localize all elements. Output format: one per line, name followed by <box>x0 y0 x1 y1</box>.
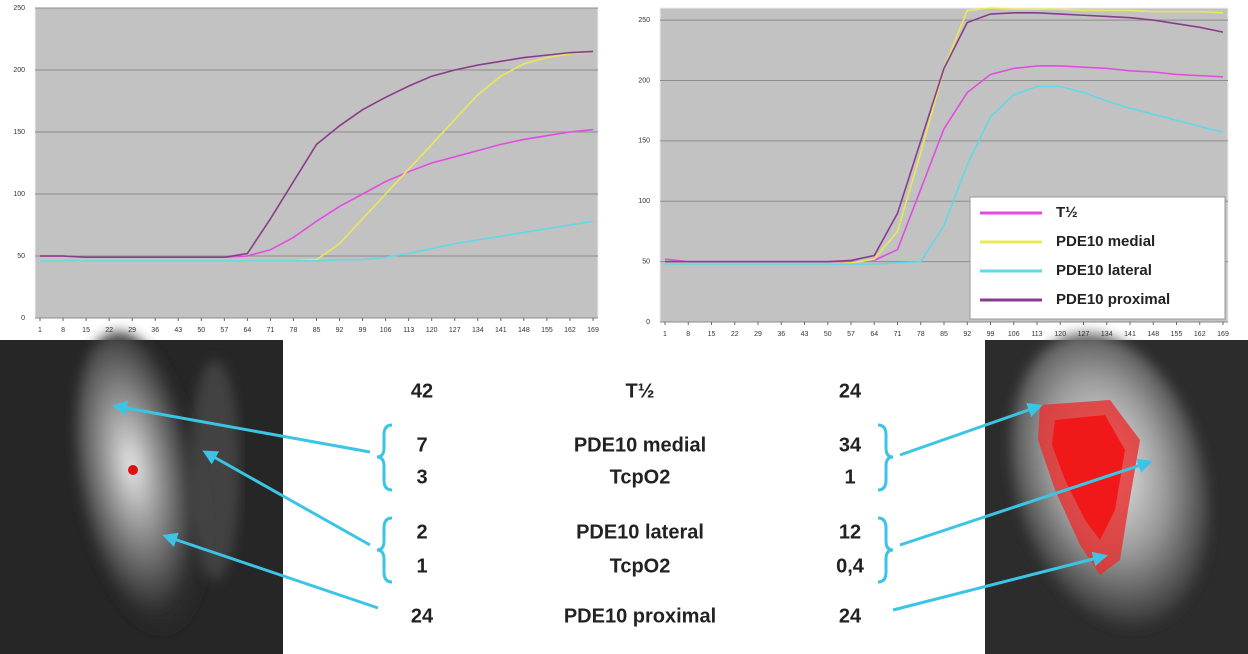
series-line <box>665 12 1224 263</box>
x-tick-label: 36 <box>777 331 785 338</box>
x-tick-label: 169 <box>1217 331 1229 338</box>
x-tick-label: 155 <box>1171 331 1183 338</box>
y-tick-label: 150 <box>638 138 650 145</box>
table-cell: 24 <box>839 605 862 627</box>
x-tick-label: 113 <box>403 327 414 334</box>
plot-area <box>34 7 599 319</box>
series-line <box>40 220 594 262</box>
left-image <box>0 331 283 654</box>
table-cell: 24 <box>839 380 862 402</box>
x-tick-label: 148 <box>1147 331 1159 338</box>
x-tick-label: 134 <box>1101 331 1113 338</box>
y-tick-label: 50 <box>17 253 25 260</box>
y-tick-label: 250 <box>13 5 25 12</box>
x-tick-label: 155 <box>541 327 553 334</box>
x-tick-label: 43 <box>174 327 182 334</box>
legend-label: PDE10 lateral <box>1056 262 1152 279</box>
x-tick-label: 141 <box>495 327 507 334</box>
table-cell: 7 <box>416 434 427 456</box>
table-cell: 1 <box>844 466 855 488</box>
x-tick-label: 57 <box>220 327 228 334</box>
x-tick-label: 22 <box>105 327 113 334</box>
x-tick-label: 99 <box>359 327 367 334</box>
x-tick-label: 162 <box>564 327 576 334</box>
table-cell: 0,4 <box>836 555 865 577</box>
table-cell: PDE10 proximal <box>564 605 716 627</box>
x-tick-label: 141 <box>1124 331 1136 338</box>
table-cell: 34 <box>839 434 862 456</box>
y-tick-label: 50 <box>642 258 650 265</box>
x-tick-label: 50 <box>824 331 832 338</box>
series-line <box>665 85 1224 265</box>
table-cell: 1 <box>416 555 427 577</box>
right-image <box>985 333 1248 654</box>
x-tick-label: 99 <box>987 331 995 338</box>
table-cell: TcpO2 <box>610 466 671 488</box>
x-tick-label: 85 <box>940 331 948 338</box>
x-tick-label: 64 <box>870 331 878 338</box>
table-cell: TcpO2 <box>610 555 671 577</box>
x-tick-label: 120 <box>1054 331 1066 338</box>
x-tick-label: 162 <box>1194 331 1206 338</box>
x-tick-label: 57 <box>847 331 855 338</box>
x-tick-label: 15 <box>708 331 716 338</box>
x-tick-label: 134 <box>472 327 484 334</box>
x-tick-label: 64 <box>243 327 251 334</box>
series-line <box>40 50 594 259</box>
y-tick-label: 0 <box>21 315 25 322</box>
y-tick-label: 200 <box>638 77 650 84</box>
table-cell: PDE10 lateral <box>576 521 704 543</box>
x-tick-label: 29 <box>754 331 762 338</box>
x-tick-label: 8 <box>61 327 65 334</box>
x-tick-label: 15 <box>82 327 90 334</box>
x-tick-label: 29 <box>128 327 136 334</box>
legend-label: PDE10 proximal <box>1056 291 1170 308</box>
x-tick-label: 127 <box>449 327 461 334</box>
table-cell: T½ <box>626 380 655 402</box>
y-tick-label: 0 <box>646 319 650 326</box>
y-tick-label: 200 <box>13 67 25 74</box>
y-tick-label: 250 <box>638 17 650 24</box>
y-tick-label: 100 <box>13 191 25 198</box>
table-cell: 2 <box>416 521 427 543</box>
x-tick-label: 71 <box>894 331 902 338</box>
table-cell: 42 <box>411 380 433 402</box>
legend-label: T½ <box>1056 204 1078 221</box>
x-tick-label: 8 <box>686 331 690 338</box>
x-tick-label: 92 <box>963 331 971 338</box>
x-tick-label: 106 <box>380 327 392 334</box>
x-tick-label: 50 <box>197 327 205 334</box>
x-tick-label: 43 <box>801 331 809 338</box>
x-tick-label: 78 <box>290 327 298 334</box>
x-tick-label: 1 <box>38 327 42 334</box>
x-tick-label: 113 <box>1031 331 1042 338</box>
x-tick-label: 1 <box>663 331 667 338</box>
x-tick-label: 120 <box>426 327 438 334</box>
legend: T½ PDE10 medial PDE10 lateral PDE10 proxima… <box>969 196 1226 320</box>
x-tick-label: 85 <box>313 327 321 334</box>
y-tick-label: 100 <box>638 198 650 205</box>
table-cell: 12 <box>839 521 861 543</box>
x-tick-label: 22 <box>731 331 739 338</box>
y-tick-label: 150 <box>13 129 25 136</box>
x-tick-label: 71 <box>267 327 275 334</box>
x-tick-label: 92 <box>336 327 344 334</box>
legend-label: PDE10 medial <box>1056 233 1155 250</box>
x-tick-label: 127 <box>1078 331 1090 338</box>
x-tick-label: 78 <box>917 331 925 338</box>
x-tick-label: 36 <box>151 327 159 334</box>
x-tick-label: 148 <box>518 327 530 334</box>
table-cell: PDE10 medial <box>574 434 706 456</box>
x-tick-label: 169 <box>587 327 599 334</box>
x-tick-label: 106 <box>1008 331 1020 338</box>
table-cell: 3 <box>416 466 427 488</box>
connectors <box>112 400 1153 612</box>
table-cell: 24 <box>411 605 434 627</box>
